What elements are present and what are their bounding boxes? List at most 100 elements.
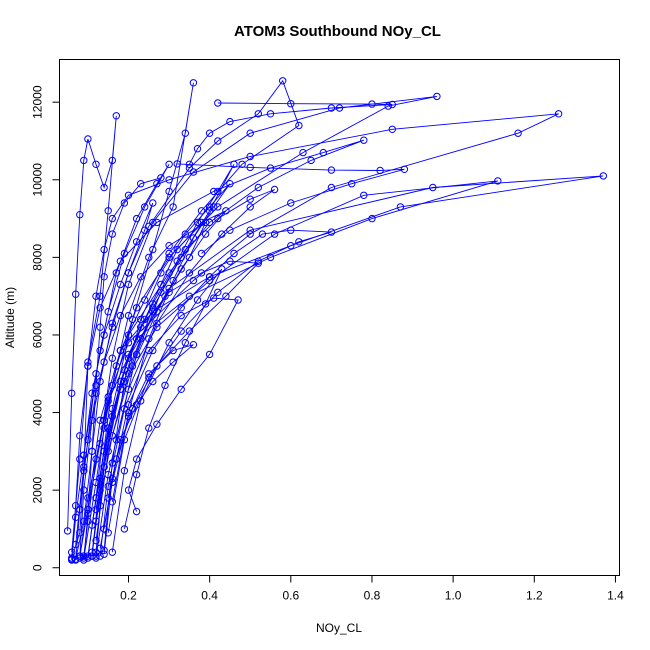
data-point (84, 554, 92, 562)
data-point (137, 397, 145, 405)
data-point (149, 218, 157, 227)
data-point (181, 245, 190, 254)
data-point (124, 408, 133, 417)
x-axis-label: NOy_CL (316, 621, 362, 635)
data-point (80, 463, 88, 471)
data-point (141, 315, 149, 324)
data-point (214, 288, 222, 296)
data-point (210, 203, 218, 211)
data-point (124, 339, 133, 347)
data-point (384, 102, 392, 110)
y-tick-label: 6000 (31, 321, 45, 348)
data-point (368, 100, 376, 108)
data-point (205, 218, 214, 227)
data-point (124, 269, 133, 277)
data-point (68, 389, 76, 397)
data-point (120, 249, 129, 258)
y-axis: 0 2000 4000 6000 8000 10000 12000 (31, 85, 60, 571)
series-line (83, 177, 162, 561)
data-point (149, 346, 157, 355)
data-point (295, 238, 303, 246)
data-point (100, 183, 108, 192)
data-point (189, 79, 198, 87)
data-point (210, 187, 218, 196)
data-point (388, 125, 396, 134)
data-point (92, 552, 100, 560)
data-point (145, 335, 153, 343)
data-point (137, 315, 145, 324)
data-point (157, 269, 165, 277)
data-point (137, 335, 145, 343)
series-line (79, 221, 207, 557)
data-point (132, 470, 141, 479)
data-point (116, 311, 125, 320)
series-line (67, 115, 117, 553)
data-point (165, 242, 173, 250)
data-point (72, 556, 80, 564)
x-tick-label: 0.2 (120, 589, 137, 603)
data-point (205, 203, 214, 211)
data-point (165, 339, 173, 347)
data-point (92, 554, 100, 562)
data-point (161, 381, 169, 390)
plot-series (63, 77, 607, 564)
data-point (177, 311, 185, 320)
data-point (92, 536, 100, 545)
data-point (234, 296, 242, 304)
data-point (84, 362, 92, 370)
data-point (132, 455, 141, 463)
data-point (165, 160, 173, 169)
data-point (181, 129, 190, 137)
x-tick-label: 0.6 (282, 589, 299, 603)
data-point (197, 249, 206, 258)
data-point (193, 296, 202, 304)
data-point (100, 550, 108, 558)
data-point (92, 389, 100, 397)
data-point (400, 165, 409, 174)
data-point (246, 195, 254, 203)
data-point (100, 447, 108, 455)
data-point (145, 370, 153, 378)
data-point (157, 280, 165, 289)
data-point (108, 156, 117, 165)
data-point (120, 467, 129, 475)
data-point (189, 341, 198, 349)
x-tick-label: 0.8 (364, 589, 381, 603)
data-point (181, 230, 190, 238)
data-point (189, 168, 198, 176)
data-point (185, 269, 194, 277)
data-point (214, 137, 222, 145)
data-point (266, 253, 275, 262)
series-line (71, 139, 364, 561)
y-tick-label: 0 (31, 564, 45, 571)
series-line (99, 297, 239, 557)
data-point (210, 294, 218, 302)
data-point (238, 160, 246, 169)
x-axis: 0.2 0.4 0.6 0.8 1.0 1.2 1.4 (120, 575, 624, 603)
data-point (132, 507, 141, 516)
data-point (165, 187, 173, 196)
data-point (388, 100, 396, 109)
data-point (554, 110, 563, 118)
data-point (205, 350, 214, 359)
data-point (177, 327, 185, 335)
x-tick-label: 0.4 (201, 589, 218, 603)
data-point (108, 548, 117, 556)
data-point (124, 401, 133, 409)
data-point (153, 180, 161, 188)
data-point (270, 185, 279, 194)
data-point (376, 166, 384, 175)
data-point (246, 230, 254, 238)
data-point (153, 420, 161, 428)
data-point (514, 129, 522, 137)
data-point (254, 183, 262, 192)
data-point (214, 203, 222, 211)
series-line (87, 210, 227, 559)
data-point (153, 362, 161, 370)
data-point (84, 494, 92, 502)
data-point (68, 555, 76, 563)
data-point (246, 129, 254, 137)
data-point (214, 99, 222, 107)
data-point (287, 242, 295, 250)
series-line (79, 175, 604, 557)
